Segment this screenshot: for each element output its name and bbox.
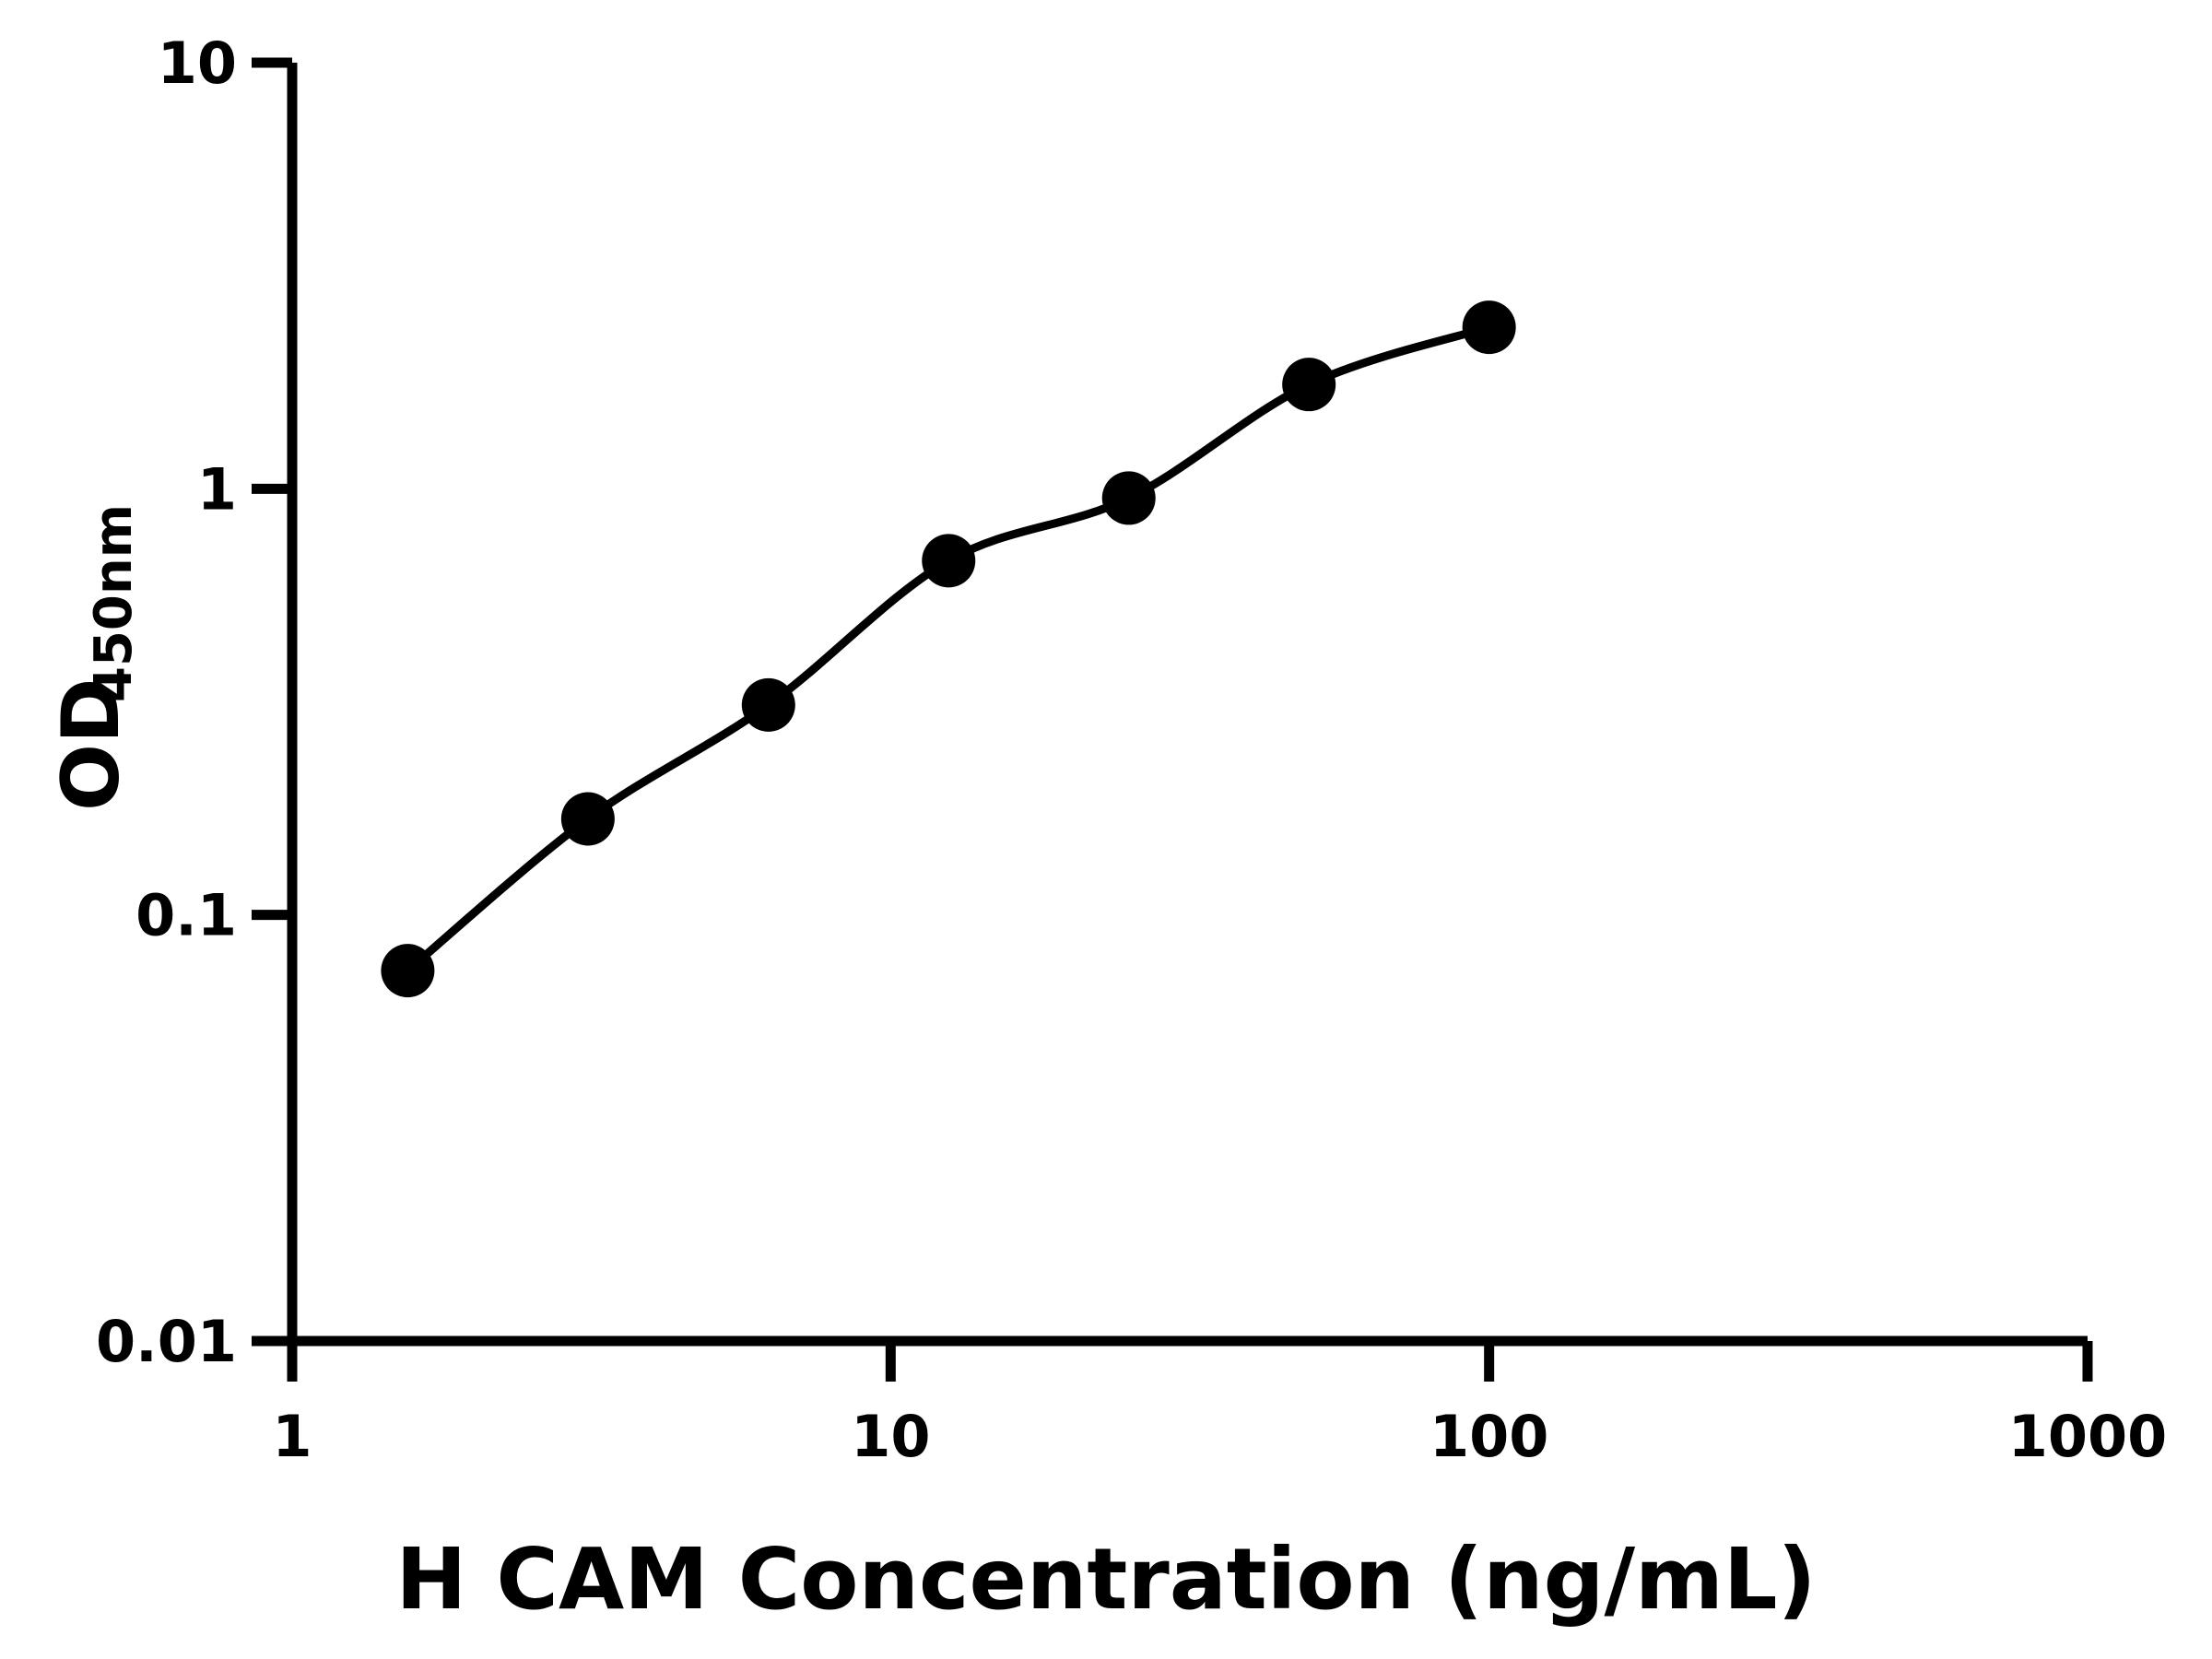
data-point (1101, 471, 1156, 525)
x-axis-tick-label: 1 (272, 1403, 312, 1470)
data-point (381, 944, 435, 998)
y-axis-tick-label: 1 (197, 455, 237, 523)
y-axis-tick-labels: 0.01 0.1 1 10 (96, 29, 237, 1375)
data-point-markers (381, 300, 1516, 998)
data-point (560, 792, 615, 846)
y-axis-tick-label: 0.1 (135, 882, 237, 949)
y-axis-tick-label: 0.01 (96, 1308, 237, 1375)
x-axis-tick-label: 10 (851, 1403, 930, 1470)
y-axis-ticks (252, 57, 292, 1347)
data-point (1282, 358, 1336, 412)
data-point (741, 677, 795, 732)
axis-spines (287, 63, 2088, 1347)
x-axis-ticks (287, 1341, 2093, 1382)
data-curve (403, 323, 1494, 975)
data-point (1462, 300, 1516, 355)
y-axis-title: OD 450nm (45, 504, 144, 811)
x-axis-tick-label: 1000 (2008, 1403, 2168, 1470)
y-axis-title-main: OD (45, 678, 137, 812)
y-axis-title-subscript: 450nm (84, 504, 144, 702)
data-point (922, 534, 976, 588)
x-axis-tick-labels: 1 10 100 1000 (272, 1403, 2167, 1470)
y-axis-tick-label: 10 (158, 29, 237, 97)
x-axis-tick-label: 100 (1430, 1403, 1548, 1470)
x-axis-title: H CAM Concentration (ng/mL) (395, 1530, 1816, 1629)
